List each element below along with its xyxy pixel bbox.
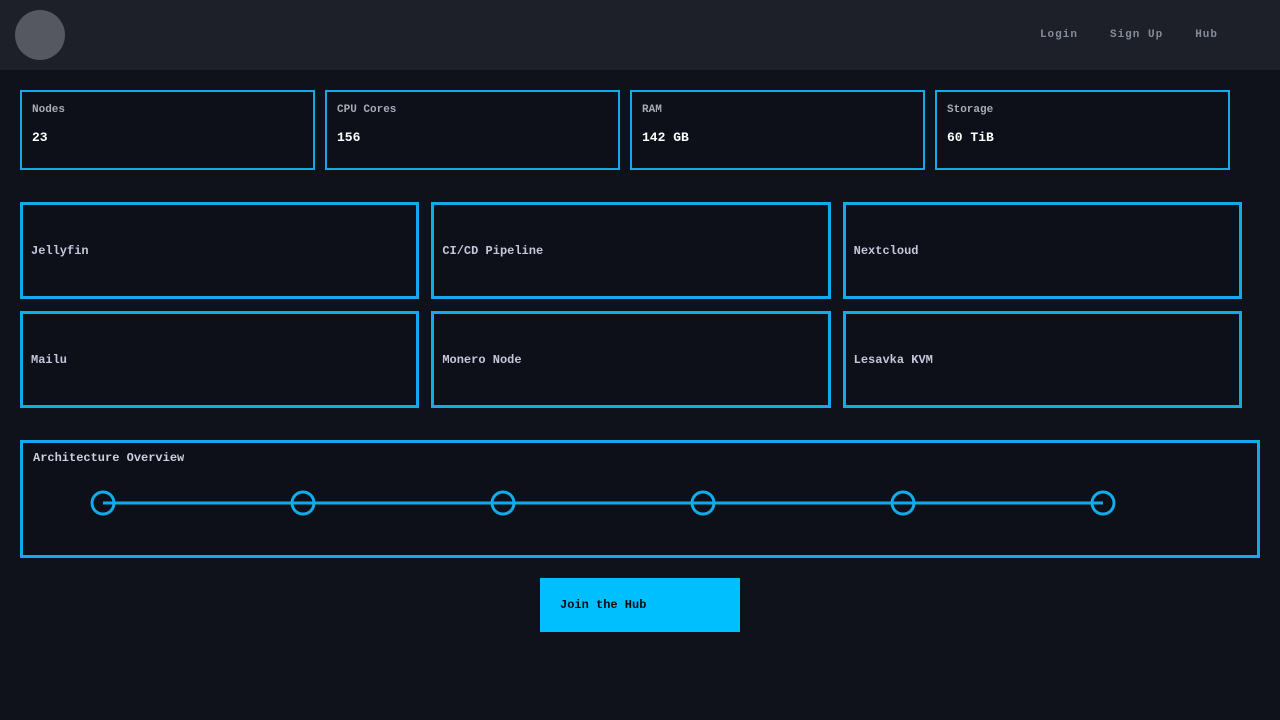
architecture-node-circle (1090, 490, 1116, 516)
architecture-node-circle (290, 490, 316, 516)
service-label: CI/CD Pipeline (442, 243, 544, 258)
main-content: Nodes 23 CPU Cores 156 RAM 142 GB Storag… (0, 90, 1280, 632)
stat-label: Nodes (32, 104, 66, 116)
service-label: Monero Node (442, 352, 522, 367)
stat-value: 142 GB (642, 130, 689, 145)
architecture-diagram (90, 490, 1116, 516)
nav-login-link[interactable]: Login (1039, 29, 1078, 41)
stat-value: 156 (337, 130, 361, 145)
navbar-links: Login Sign Up Hub (1040, 29, 1218, 41)
cta-wrap: Join the Hub (0, 578, 1280, 632)
service-label: Lesavka KVM (853, 352, 933, 367)
logo-avatar[interactable] (15, 10, 65, 60)
service-label: Mailu (31, 352, 68, 367)
nav-hub-link[interactable]: Hub (1195, 29, 1218, 41)
nav-signup-link[interactable]: Sign Up (1109, 29, 1164, 41)
stat-value: 60 TiB (947, 130, 994, 145)
stat-card-ram: RAM 142 GB (630, 90, 925, 170)
architecture-node-circle (90, 490, 116, 516)
architecture-node-circle (490, 490, 516, 516)
stat-card-cpu-cores: CPU Cores 156 (325, 90, 620, 170)
stat-label: CPU Cores (337, 104, 397, 116)
service-label: Jellyfin (31, 243, 89, 258)
stat-label: RAM (642, 104, 662, 116)
architecture-node-circle (890, 490, 916, 516)
service-card-mailu[interactable]: Mailu (20, 311, 420, 408)
service-label: Nextcloud (853, 243, 919, 258)
service-card-jellyfin[interactable]: Jellyfin (20, 202, 420, 299)
architecture-node-circle (690, 490, 716, 516)
services-grid: Jellyfin CI/CD Pipeline Nextcloud Mailu … (20, 202, 1242, 408)
stat-label: Storage (947, 104, 994, 116)
service-card-nextcloud[interactable]: Nextcloud (842, 202, 1242, 299)
stat-card-nodes: Nodes 23 (20, 90, 315, 170)
architecture-title: Architecture Overview (33, 451, 185, 465)
stats-grid: Nodes 23 CPU Cores 156 RAM 142 GB Storag… (20, 90, 1230, 170)
stat-value: 23 (32, 130, 48, 145)
navbar: Login Sign Up Hub (0, 0, 1280, 70)
architecture-card: Architecture Overview (20, 440, 1260, 558)
stat-card-storage: Storage 60 TiB (935, 90, 1230, 170)
join-hub-button[interactable]: Join the Hub (540, 578, 740, 632)
service-card-lesavka-kvm[interactable]: Lesavka KVM (842, 311, 1242, 408)
service-card-monero-node[interactable]: Monero Node (431, 311, 831, 408)
service-card-cicd-pipeline[interactable]: CI/CD Pipeline (431, 202, 831, 299)
